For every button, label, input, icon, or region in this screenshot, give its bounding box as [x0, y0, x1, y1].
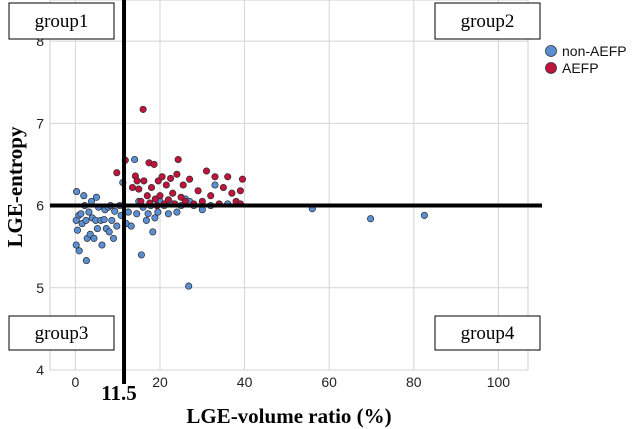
point-non-aefp-30	[108, 216, 116, 224]
point-aefp-39	[224, 173, 232, 181]
point-non-aefp-23	[98, 241, 106, 249]
point-non-aefp-46	[144, 210, 152, 218]
point-non-aefp-40	[131, 155, 139, 164]
group-box-bottom-right	[434, 315, 541, 351]
point-non-aefp-38	[124, 208, 132, 216]
point-aefp-38	[219, 183, 227, 192]
x-tick-label-40: 40	[237, 374, 253, 390]
point-aefp-35	[207, 192, 215, 200]
point-non-aefp-10	[82, 216, 90, 224]
point-non-aefp-43	[137, 251, 145, 259]
point-non-aefp-41	[133, 210, 141, 218]
point-aefp-27	[177, 193, 185, 201]
legend-label-non-aefp: non-AEFP	[562, 43, 627, 59]
y-tick-label-4: 4	[36, 362, 44, 378]
group-label-top-left: group1	[35, 11, 89, 32]
point-aefp-40	[228, 189, 236, 197]
point-non-aefp-59	[185, 282, 193, 290]
point-non-aefp-4	[72, 241, 80, 249]
point-non-aefp-5	[75, 247, 83, 255]
point-non-aefp-6	[77, 210, 85, 218]
point-aefp-28	[179, 181, 187, 189]
point-non-aefp-8	[80, 192, 88, 200]
x-tick-label-100: 100	[487, 374, 511, 390]
point-aefp-36	[211, 173, 219, 181]
point-non-aefp-45	[142, 216, 150, 224]
point-non-aefp-33	[113, 222, 121, 230]
point-aefp-5	[135, 185, 143, 193]
point-non-aefp-49	[151, 214, 159, 222]
point-aefp-17	[156, 192, 164, 200]
point-aefp-42	[236, 187, 244, 195]
legend-marker-non-aefp	[545, 45, 557, 57]
group-box-bottom-left	[8, 315, 115, 351]
y-axis-title: LGE-entropy	[3, 126, 27, 247]
point-non-aefp-13	[85, 208, 93, 216]
point-aefp-13	[150, 160, 158, 168]
point-non-aefp-17	[90, 234, 98, 242]
group-label-top-right: group2	[461, 11, 515, 32]
point-non-aefp-2	[72, 216, 80, 224]
group-box-top-left	[8, 2, 115, 40]
point-aefp-2	[128, 183, 137, 192]
point-non-aefp-12	[82, 257, 90, 265]
point-aefp-21	[164, 196, 172, 204]
point-non-aefp-63	[211, 181, 219, 189]
point-non-aefp-67	[420, 211, 428, 219]
legend-marker-aefp	[545, 62, 557, 74]
point-aefp-22	[167, 174, 175, 182]
point-non-aefp-0	[73, 188, 81, 196]
point-aefp-25	[173, 170, 181, 178]
legend-label-aefp: AEFP	[562, 60, 599, 76]
point-non-aefp-28	[105, 228, 113, 236]
point-aefp-9	[143, 192, 151, 200]
group-label-bottom-right: group4	[461, 323, 515, 344]
point-aefp-43	[238, 175, 247, 183]
group-box-top-right	[434, 2, 541, 40]
point-aefp-34	[202, 167, 211, 175]
point-non-aefp-3	[73, 226, 82, 234]
point-non-aefp-66	[367, 215, 375, 223]
x-threshold-label: 11.5	[101, 381, 137, 405]
y-tick-label-5: 5	[36, 280, 44, 296]
point-aefp-7	[140, 177, 148, 185]
y-tick-label-8: 8	[36, 33, 44, 49]
x-tick-label-0: 0	[71, 374, 79, 390]
data-points	[72, 105, 428, 290]
y-tick-label-6: 6	[36, 198, 44, 214]
x-tick-label-80: 80	[406, 374, 422, 390]
y-tick-label-7: 7	[36, 115, 44, 131]
tick-labels: 0 20 40 60 80 100 4 5 6 7 8	[36, 33, 510, 390]
point-non-aefp-53	[164, 210, 172, 218]
point-non-aefp-24	[100, 215, 108, 224]
point-non-aefp-55	[173, 208, 181, 216]
point-aefp-20	[162, 181, 170, 189]
point-aefp-0	[113, 169, 121, 177]
point-aefp-18	[158, 173, 166, 181]
point-aefp-23	[169, 189, 177, 197]
x-axis-title: LGE-volume ratio (%)	[186, 404, 391, 428]
point-aefp-26	[174, 155, 182, 164]
point-aefp-8	[139, 105, 147, 113]
group-labels: group1 group2 group3 group4	[8, 2, 541, 351]
point-non-aefp-19	[92, 193, 101, 201]
point-non-aefp-39	[127, 222, 135, 230]
legend: non-AEFP AEFP	[545, 43, 627, 76]
group-label-bottom-left: group3	[35, 323, 89, 344]
point-non-aefp-48	[149, 228, 157, 236]
point-non-aefp-50	[154, 208, 162, 216]
point-non-aefp-20	[93, 225, 101, 233]
point-aefp-4	[133, 177, 141, 185]
point-aefp-12	[147, 183, 156, 192]
threshold-lines	[50, 0, 542, 384]
point-non-aefp-31	[109, 234, 118, 242]
x-tick-label-20: 20	[152, 374, 168, 390]
point-non-aefp-32	[111, 207, 119, 215]
point-aefp-30	[186, 175, 194, 183]
x-tick-label-60: 60	[321, 374, 337, 390]
point-aefp-32	[194, 187, 202, 195]
plot-area	[49, 0, 529, 371]
